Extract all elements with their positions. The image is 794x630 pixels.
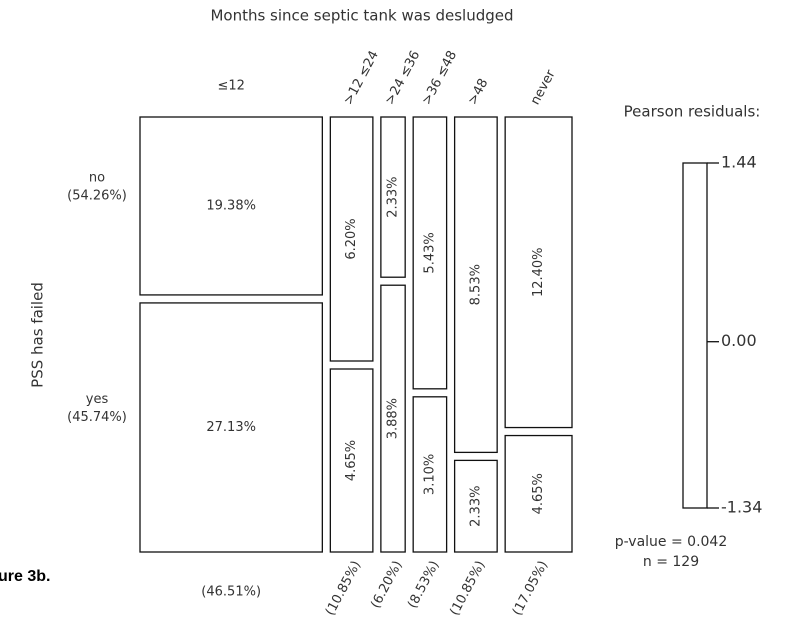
cell-label: 6.20% <box>344 218 359 259</box>
cell-label: 2.33% <box>468 486 483 527</box>
cell-label: 8.53% <box>468 264 483 305</box>
column-label: ≤12 <box>217 79 244 94</box>
row-label: no <box>89 170 105 185</box>
mosaic-cell <box>380 284 406 553</box>
residual-scale <box>682 162 708 509</box>
cell-label: 27.13% <box>206 420 256 435</box>
mosaic-cell <box>504 434 573 553</box>
mosaic-cell <box>380 116 406 278</box>
mosaic-cell <box>139 116 323 296</box>
cell-label: 2.33% <box>386 176 401 217</box>
y-axis-label: PSS has failed <box>29 282 47 388</box>
column-share-label: (10.85%) <box>323 558 364 618</box>
sample-size: n = 129 <box>643 554 699 570</box>
column-share-label: (8.53%) <box>405 558 442 610</box>
column-label: >12 ≤24 <box>341 48 382 107</box>
mosaic-cell <box>504 116 573 429</box>
cell-label: 5.43% <box>422 232 437 273</box>
cell-label: 19.38% <box>206 198 256 213</box>
figure-label: ure 3b. <box>0 568 50 585</box>
row-share-label: (54.26%) <box>67 188 127 203</box>
column-label: >24 ≤36 <box>382 48 423 107</box>
row-label: yes <box>86 392 109 407</box>
column-share-label: (6.20%) <box>368 558 405 610</box>
cell-label: 12.40% <box>531 247 546 297</box>
cell-label: 4.65% <box>531 473 546 514</box>
column-label: >48 <box>465 76 491 107</box>
column-share-label: (17.05%) <box>510 558 551 618</box>
column-label: never <box>528 67 559 108</box>
column-label: >36 ≤48 <box>419 48 460 107</box>
mosaic-cell <box>453 116 498 454</box>
mosaic-cell <box>139 302 323 553</box>
cell-label: 4.65% <box>344 440 359 481</box>
p-value: p-value = 0.042 <box>615 534 728 550</box>
column-share-label: (46.51%) <box>201 585 261 600</box>
mosaic-cell <box>329 368 374 553</box>
legend-title: Pearson residuals: <box>624 103 761 121</box>
mosaic-cell <box>412 116 448 390</box>
mosaic-cell <box>329 116 374 362</box>
mosaic-cell <box>453 459 498 553</box>
chart-title: Months since septic tank was desludged <box>210 7 513 25</box>
mosaic-cell <box>412 396 448 553</box>
cell-label: 3.10% <box>422 454 437 495</box>
legend-tick-label: -1.34 <box>721 498 762 517</box>
row-share-label: (45.74%) <box>67 410 127 425</box>
cell-label: 3.88% <box>386 398 401 439</box>
legend-tick-label: 0.00 <box>721 331 757 350</box>
column-share-label: (10.85%) <box>447 558 488 618</box>
legend-tick-label: 1.44 <box>721 153 757 172</box>
